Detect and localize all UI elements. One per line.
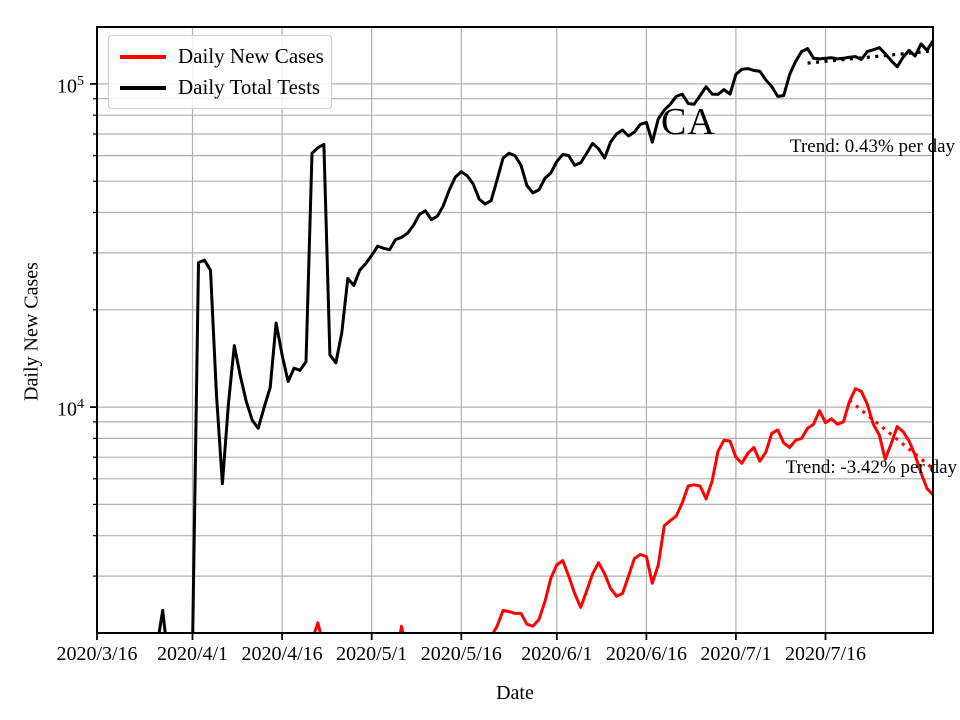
x-tick-label: 2020/5/16 bbox=[420, 643, 502, 665]
x-tick-label: 2020/4/16 bbox=[241, 643, 323, 665]
x-tick-label: 2020/7/16 bbox=[784, 643, 867, 665]
x-axis-label: Date bbox=[496, 682, 534, 704]
red-line-swatch-icon bbox=[120, 54, 166, 59]
y-tick-label-1e4: 104 bbox=[57, 397, 84, 421]
x-tick-label: 2020/4/1 bbox=[156, 643, 229, 665]
state-annotation: CA bbox=[661, 101, 716, 143]
x-tick-label: 2020/6/1 bbox=[521, 643, 593, 665]
x-tick-label: 2020/7/1 bbox=[700, 643, 772, 665]
x-tick-label: 2020/6/16 bbox=[605, 643, 687, 665]
tests-trend-annotation: Trend: 0.43% per day bbox=[790, 136, 955, 157]
trend-line-tests bbox=[807, 49, 933, 65]
x-tick-label: 2020/3/16 bbox=[56, 643, 138, 665]
legend-label: Daily Total Tests bbox=[178, 75, 321, 99]
x-tick-label: 2020/5/1 bbox=[336, 643, 408, 665]
legend-label: Daily New Cases bbox=[178, 44, 324, 68]
series-line-daily-total-tests bbox=[157, 39, 933, 633]
y-axis-label: Daily New Cases bbox=[20, 262, 43, 401]
series-line-daily-new-cases bbox=[312, 387, 933, 633]
cases-trend-annotation: Trend: -3.42% per day bbox=[785, 457, 957, 478]
y-tick-label-1e5: 105 bbox=[57, 74, 84, 98]
plot-border bbox=[96, 26, 934, 634]
legend-entry-daily-total-tests: Daily Total Tests bbox=[109, 72, 331, 103]
legend: Daily New Cases Daily Total Tests bbox=[108, 35, 332, 109]
legend-entry-daily-new-cases: Daily New Cases bbox=[109, 41, 331, 72]
trend-line-cases bbox=[848, 399, 933, 470]
black-line-swatch-icon bbox=[120, 85, 166, 90]
